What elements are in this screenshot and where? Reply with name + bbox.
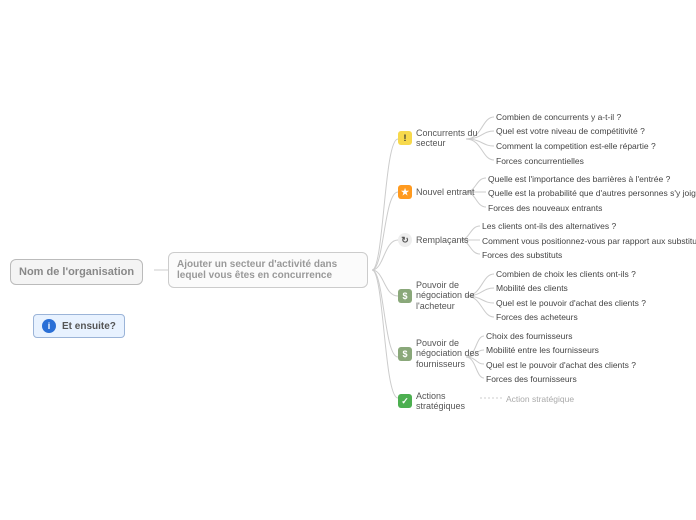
leaf-supplier-3[interactable]: Forces des fournisseurs (486, 374, 577, 384)
warning-icon: ! (398, 131, 412, 145)
leaf-newentrant-0[interactable]: Quelle est l'importance des barrières à … (488, 174, 670, 184)
next-button-label: Et ensuite? (62, 321, 116, 332)
star-icon: ★ (398, 185, 412, 199)
branch-actions-label: Actions stratégiques (416, 391, 496, 412)
root-label: Nom de l'organisation (10, 259, 143, 285)
leaf-newentrant-2[interactable]: Forces des nouveaux entrants (488, 203, 602, 213)
check-icon: ✓ (398, 394, 412, 408)
root-node[interactable]: Nom de l'organisation (10, 259, 143, 285)
leaf-actions-0[interactable]: Action stratégique (506, 394, 574, 404)
leaf-competitors-3[interactable]: Forces concurrentielles (496, 156, 584, 166)
money-icon: $ (398, 289, 412, 303)
leaf-buyer-1[interactable]: Mobilité des clients (496, 283, 568, 293)
branch-new-entrant-label: Nouvel entrant (416, 187, 475, 197)
sector-node[interactable]: Ajouter un secteur d'activité dans leque… (168, 252, 368, 288)
leaf-supplier-2[interactable]: Quel est le pouvoir d'achat des clients … (486, 360, 636, 370)
leaf-substitutes-0[interactable]: Les clients ont-ils des alternatives ? (482, 221, 616, 231)
branch-new-entrant[interactable]: ★ Nouvel entrant (398, 185, 475, 199)
leaf-supplier-0[interactable]: Choix des fournisseurs (486, 331, 572, 341)
leaf-competitors-0[interactable]: Combien de concurrents y a-t-il ? (496, 112, 621, 122)
leaf-substitutes-1[interactable]: Comment vous positionnez-vous par rappor… (482, 236, 696, 246)
refresh-icon: ↻ (398, 233, 412, 247)
sector-label: Ajouter un secteur d'activité dans leque… (168, 252, 368, 288)
leaf-competitors-2[interactable]: Comment la competition est-elle répartie… (496, 141, 656, 151)
leaf-buyer-3[interactable]: Forces des acheteurs (496, 312, 578, 322)
leaf-substitutes-2[interactable]: Forces des substituts (482, 250, 562, 260)
branch-buyer-power[interactable]: $ Pouvoir de négociation de l'acheteur (398, 280, 481, 311)
leaf-buyer-0[interactable]: Combien de choix les clients ont-ils ? (496, 269, 636, 279)
branch-supplier-power-label: Pouvoir de négociation des fournisseurs (416, 338, 481, 369)
branch-actions[interactable]: ✓ Actions stratégiques (398, 391, 496, 412)
info-icon: i (42, 319, 56, 333)
money-icon-2: $ (398, 347, 412, 361)
leaf-competitors-1[interactable]: Quel est votre niveau de compétitivité ? (496, 126, 645, 136)
branch-buyer-power-label: Pouvoir de négociation de l'acheteur (416, 280, 481, 311)
branch-substitutes-label: Remplaçants (416, 235, 469, 245)
leaf-supplier-1[interactable]: Mobilité entre les fournisseurs (486, 345, 599, 355)
branch-competitors-label: Concurrents du secteur (416, 128, 481, 149)
branch-substitutes[interactable]: ↻ Remplaçants (398, 233, 469, 247)
branch-competitors[interactable]: ! Concurrents du secteur (398, 128, 481, 149)
leaf-newentrant-1[interactable]: Quelle est la probabilité que d'autres p… (488, 188, 696, 198)
branch-supplier-power[interactable]: $ Pouvoir de négociation des fournisseur… (398, 338, 481, 369)
next-button[interactable]: i Et ensuite? (33, 314, 125, 338)
leaf-buyer-2[interactable]: Quel est le pouvoir d'achat des clients … (496, 298, 646, 308)
